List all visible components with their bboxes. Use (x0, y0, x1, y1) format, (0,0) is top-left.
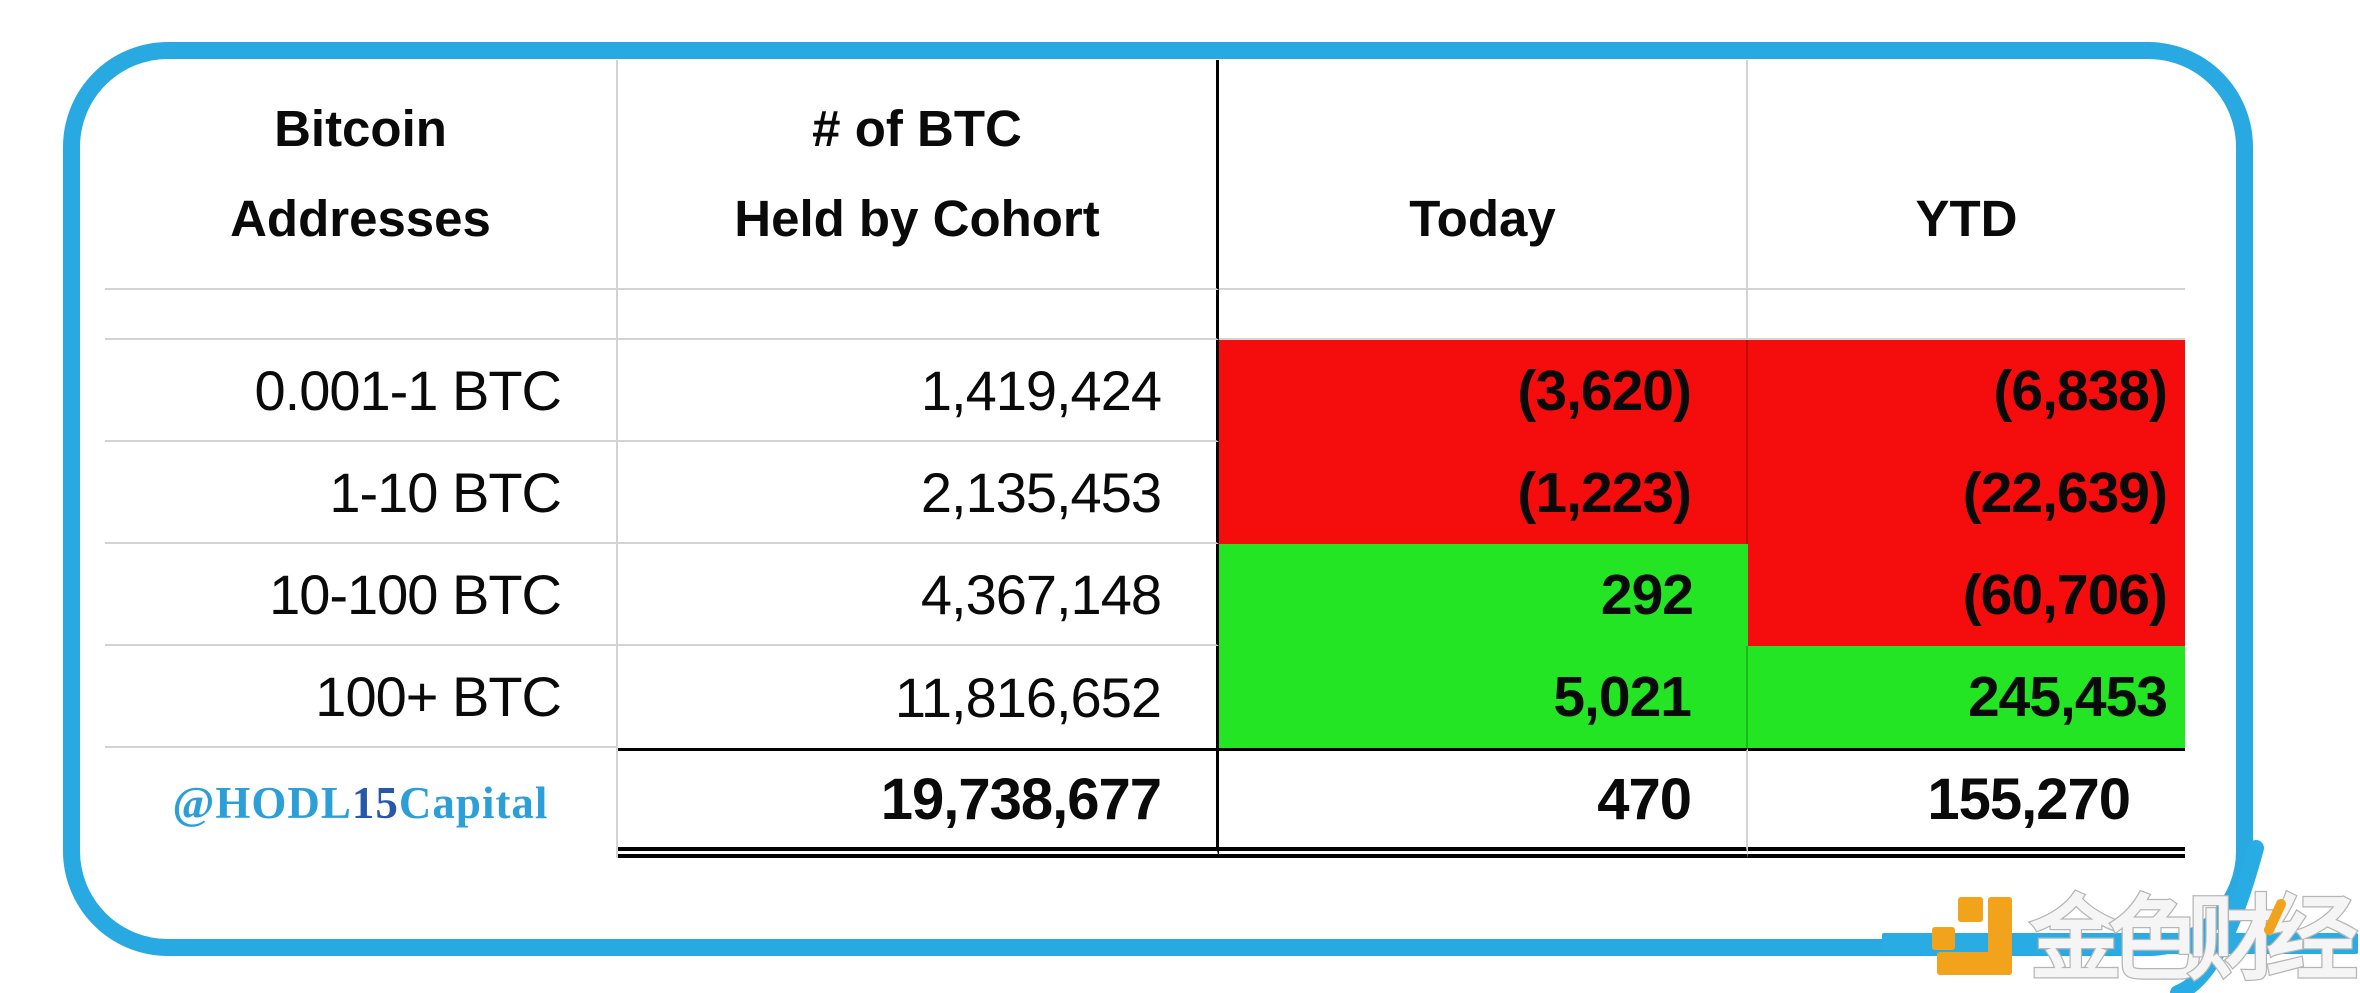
handle-part: Capital (398, 778, 549, 828)
handle-part: 15 (351, 778, 399, 828)
cohort-label: 0.001-1 BTC (105, 340, 618, 442)
ytd-change-cell: 245,453 (1748, 646, 2185, 748)
spacer-cell (618, 290, 1219, 340)
btc-held-cell: 1,419,424 (618, 340, 1219, 442)
rounded-blue-frame (63, 42, 2253, 956)
total-today: 470 (1219, 748, 1748, 858)
btc-held-cell: 11,816,652 (618, 646, 1219, 748)
watermark-growth-swoosh (2170, 840, 2264, 993)
total-btc-held: 19,738,677 (618, 748, 1219, 858)
today-change-cell: 292 (1219, 544, 1748, 646)
today-change-cell: (3,620) (1219, 340, 1748, 442)
source-handle: @HODL 15 Capital (105, 748, 618, 858)
total-ytd: 155,270 (1748, 748, 2185, 858)
today-change-cell: (1,223) (1219, 442, 1748, 544)
handle-part: @HODL (172, 778, 352, 828)
header-bitcoin-addresses: Bitcoin Addresses (105, 60, 618, 290)
watermark-orange-accent (2264, 899, 2286, 935)
cohort-label: 10-100 BTC (105, 544, 618, 646)
btc-held-cell: 4,367,148 (618, 544, 1219, 646)
header-line: Bitcoin (274, 100, 447, 157)
jinse-logo-mark (1932, 897, 2012, 975)
header-today: Today (1219, 60, 1748, 290)
cohort-label: 1-10 BTC (105, 442, 618, 544)
ytd-change-cell: (6,838) (1748, 340, 2185, 442)
header-ytd: YTD (1748, 60, 2185, 290)
spacer-cell (1219, 290, 1748, 340)
header-line: # of BTC (812, 100, 1022, 157)
header-line: Today (1409, 190, 1556, 247)
jinse-finance-watermark: 金色财经 (1882, 840, 2359, 993)
today-change-cell: 5,021 (1219, 646, 1748, 748)
cohort-label: 100+ BTC (105, 646, 618, 748)
btc-held-cell: 2,135,453 (618, 442, 1219, 544)
header-line: Held by Cohort (734, 190, 1100, 247)
cohort-table: Bitcoin Addresses # of BTC Held by Cohor… (105, 60, 2185, 858)
ytd-change-cell: (22,639) (1748, 442, 2185, 544)
spacer-cell (1748, 290, 2185, 340)
ytd-change-cell: (60,706) (1748, 544, 2185, 646)
header-btc-held-by-cohort: # of BTC Held by Cohort (618, 60, 1219, 290)
header-line: Addresses (230, 190, 491, 247)
watermark-brand-text: 金色财经 (2029, 889, 2358, 991)
spacer-cell (105, 290, 618, 340)
header-line: YTD (1915, 190, 2018, 247)
